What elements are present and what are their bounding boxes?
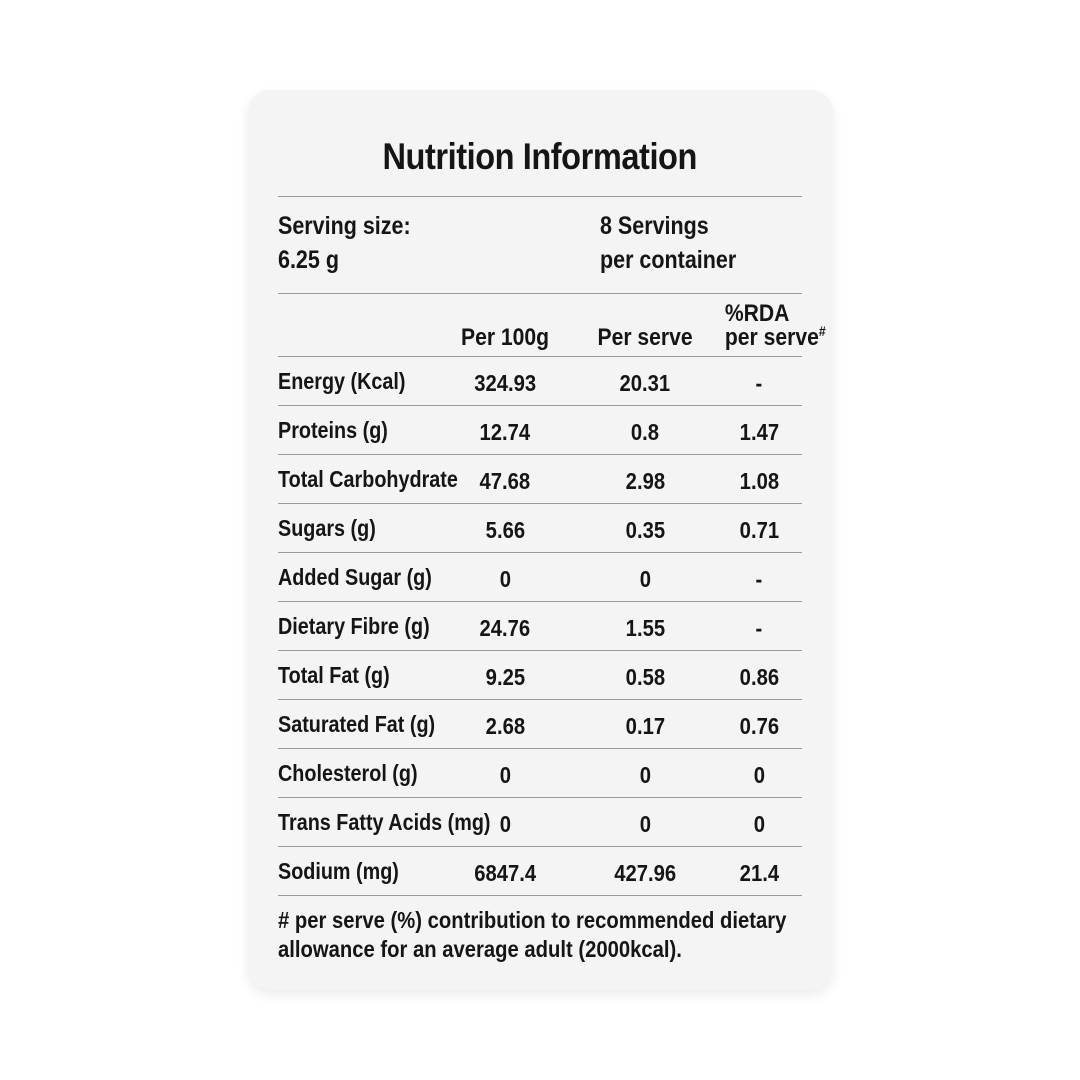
- value-per-100g: 6847.4: [474, 859, 536, 886]
- nutrient-label: Dietary Fibre (g): [278, 612, 430, 639]
- serving-section: Serving size: 6.25 g 8 Servings per cont…: [278, 197, 802, 294]
- nutrient-label: Total Fat (g): [278, 661, 390, 688]
- nutrient-label: Added Sugar (g): [278, 563, 432, 590]
- table-row: Sugars (g) 5.66 0.35 0.71: [278, 504, 802, 553]
- value-rda-per-serve: 1.08: [739, 467, 779, 494]
- footnote-text: # per serve (%) contribution to recommen…: [278, 907, 787, 962]
- value-per-serve: 427.96: [614, 859, 676, 886]
- value-rda-per-serve: -: [755, 369, 763, 396]
- table-row: Proteins (g) 12.74 0.8 1.47: [278, 406, 802, 455]
- value-per-100g: 47.68: [479, 467, 531, 494]
- value-per-serve: 0: [639, 761, 651, 788]
- servings-count: 8 Servings: [600, 212, 709, 240]
- value-per-serve: 0.8: [630, 418, 660, 445]
- value-per-serve: 1.55: [625, 614, 665, 641]
- nutrient-label: Sugars (g): [278, 514, 376, 541]
- table-row: Sodium (mg) 6847.4 427.96 21.4: [278, 847, 802, 896]
- table-row: Added Sugar (g) 0 0 -: [278, 553, 802, 602]
- value-per-100g: 12.74: [479, 418, 531, 445]
- nutrition-label-card: Nutrition Information Serving size: 6.25…: [248, 90, 833, 990]
- table-row: Cholesterol (g) 0 0 0: [278, 749, 802, 798]
- value-rda-per-serve: 1.47: [739, 418, 779, 445]
- column-header-rda-per-serve: %RDA per serve#: [718, 300, 826, 350]
- title-section: Nutrition Information: [278, 90, 802, 197]
- nutrient-label: Energy (Kcal): [278, 367, 406, 394]
- table-row: Total Fat (g) 9.25 0.58 0.86: [278, 651, 802, 700]
- value-per-100g: 324.93: [474, 369, 536, 396]
- value-per-100g: 5.66: [485, 516, 525, 543]
- nutrient-label: Trans Fatty Acids (mg): [278, 808, 491, 835]
- footnote-mark: #: [818, 323, 826, 339]
- value-per-serve: 0.58: [625, 663, 665, 690]
- nutrient-label: Saturated Fat (g): [278, 710, 436, 737]
- serving-size-value: 6.25 g: [278, 246, 339, 274]
- value-per-100g: 0: [499, 565, 511, 592]
- table-row: Total Carbohydrate 47.68 2.98 1.08: [278, 455, 802, 504]
- value-per-serve: 2.98: [625, 467, 665, 494]
- column-header-per-100g: Per 100g: [460, 324, 550, 351]
- page-title-text: Nutrition Information: [382, 136, 698, 177]
- value-per-serve: 0.17: [625, 712, 665, 739]
- value-per-100g: 2.68: [485, 712, 525, 739]
- servings-per-container-label: per container: [600, 246, 737, 274]
- value-per-100g: 24.76: [479, 614, 531, 641]
- nutrient-label: Sodium (mg): [278, 857, 399, 884]
- servings-per-container-block: 8 Servings per container: [600, 209, 802, 277]
- nutrition-table-body: Energy (Kcal) 324.93 20.31 - Proteins (g…: [278, 357, 802, 896]
- table-header-row: Per 100g Per serve %RDA per serve#: [278, 294, 826, 357]
- value-rda-per-serve: 0: [753, 810, 765, 837]
- table-row: Energy (Kcal) 324.93 20.31 -: [278, 357, 802, 406]
- value-rda-per-serve: 21.4: [739, 859, 779, 886]
- value-rda-per-serve: 0.76: [739, 712, 779, 739]
- table-row: Saturated Fat (g) 2.68 0.17 0.76: [278, 700, 802, 749]
- column-header-per-serve: Per serve: [597, 324, 693, 351]
- value-rda-per-serve: 0.71: [739, 516, 779, 543]
- value-per-serve: 0: [639, 810, 651, 837]
- value-rda-per-serve: -: [755, 565, 763, 592]
- value-rda-per-serve: -: [755, 614, 763, 641]
- nutrient-label: Cholesterol (g): [278, 759, 418, 786]
- value-per-serve: 0.35: [625, 516, 665, 543]
- value-per-serve: 20.31: [619, 369, 671, 396]
- value-per-100g: 0: [499, 761, 511, 788]
- table-row: Trans Fatty Acids (mg) 0 0 0: [278, 798, 802, 847]
- value-rda-per-serve: 0: [753, 761, 765, 788]
- nutrient-label: Proteins (g): [278, 416, 388, 443]
- nutrient-label: Total Carbohydrate: [278, 465, 458, 492]
- value-per-100g: 0: [499, 810, 511, 837]
- page-title: Nutrition Information: [278, 132, 802, 182]
- value-rda-per-serve: 0.86: [739, 663, 779, 690]
- serving-size-block: Serving size: 6.25 g: [278, 209, 432, 277]
- value-per-100g: 9.25: [485, 663, 525, 690]
- footnote-section: # per serve (%) contribution to recommen…: [278, 896, 802, 964]
- table-row: Dietary Fibre (g) 24.76 1.55 -: [278, 602, 802, 651]
- serving-size-label: Serving size:: [278, 212, 411, 240]
- rda-header-line2: per serve: [724, 324, 819, 351]
- value-per-serve: 0: [639, 565, 651, 592]
- rda-header-line1: %RDA: [724, 300, 790, 327]
